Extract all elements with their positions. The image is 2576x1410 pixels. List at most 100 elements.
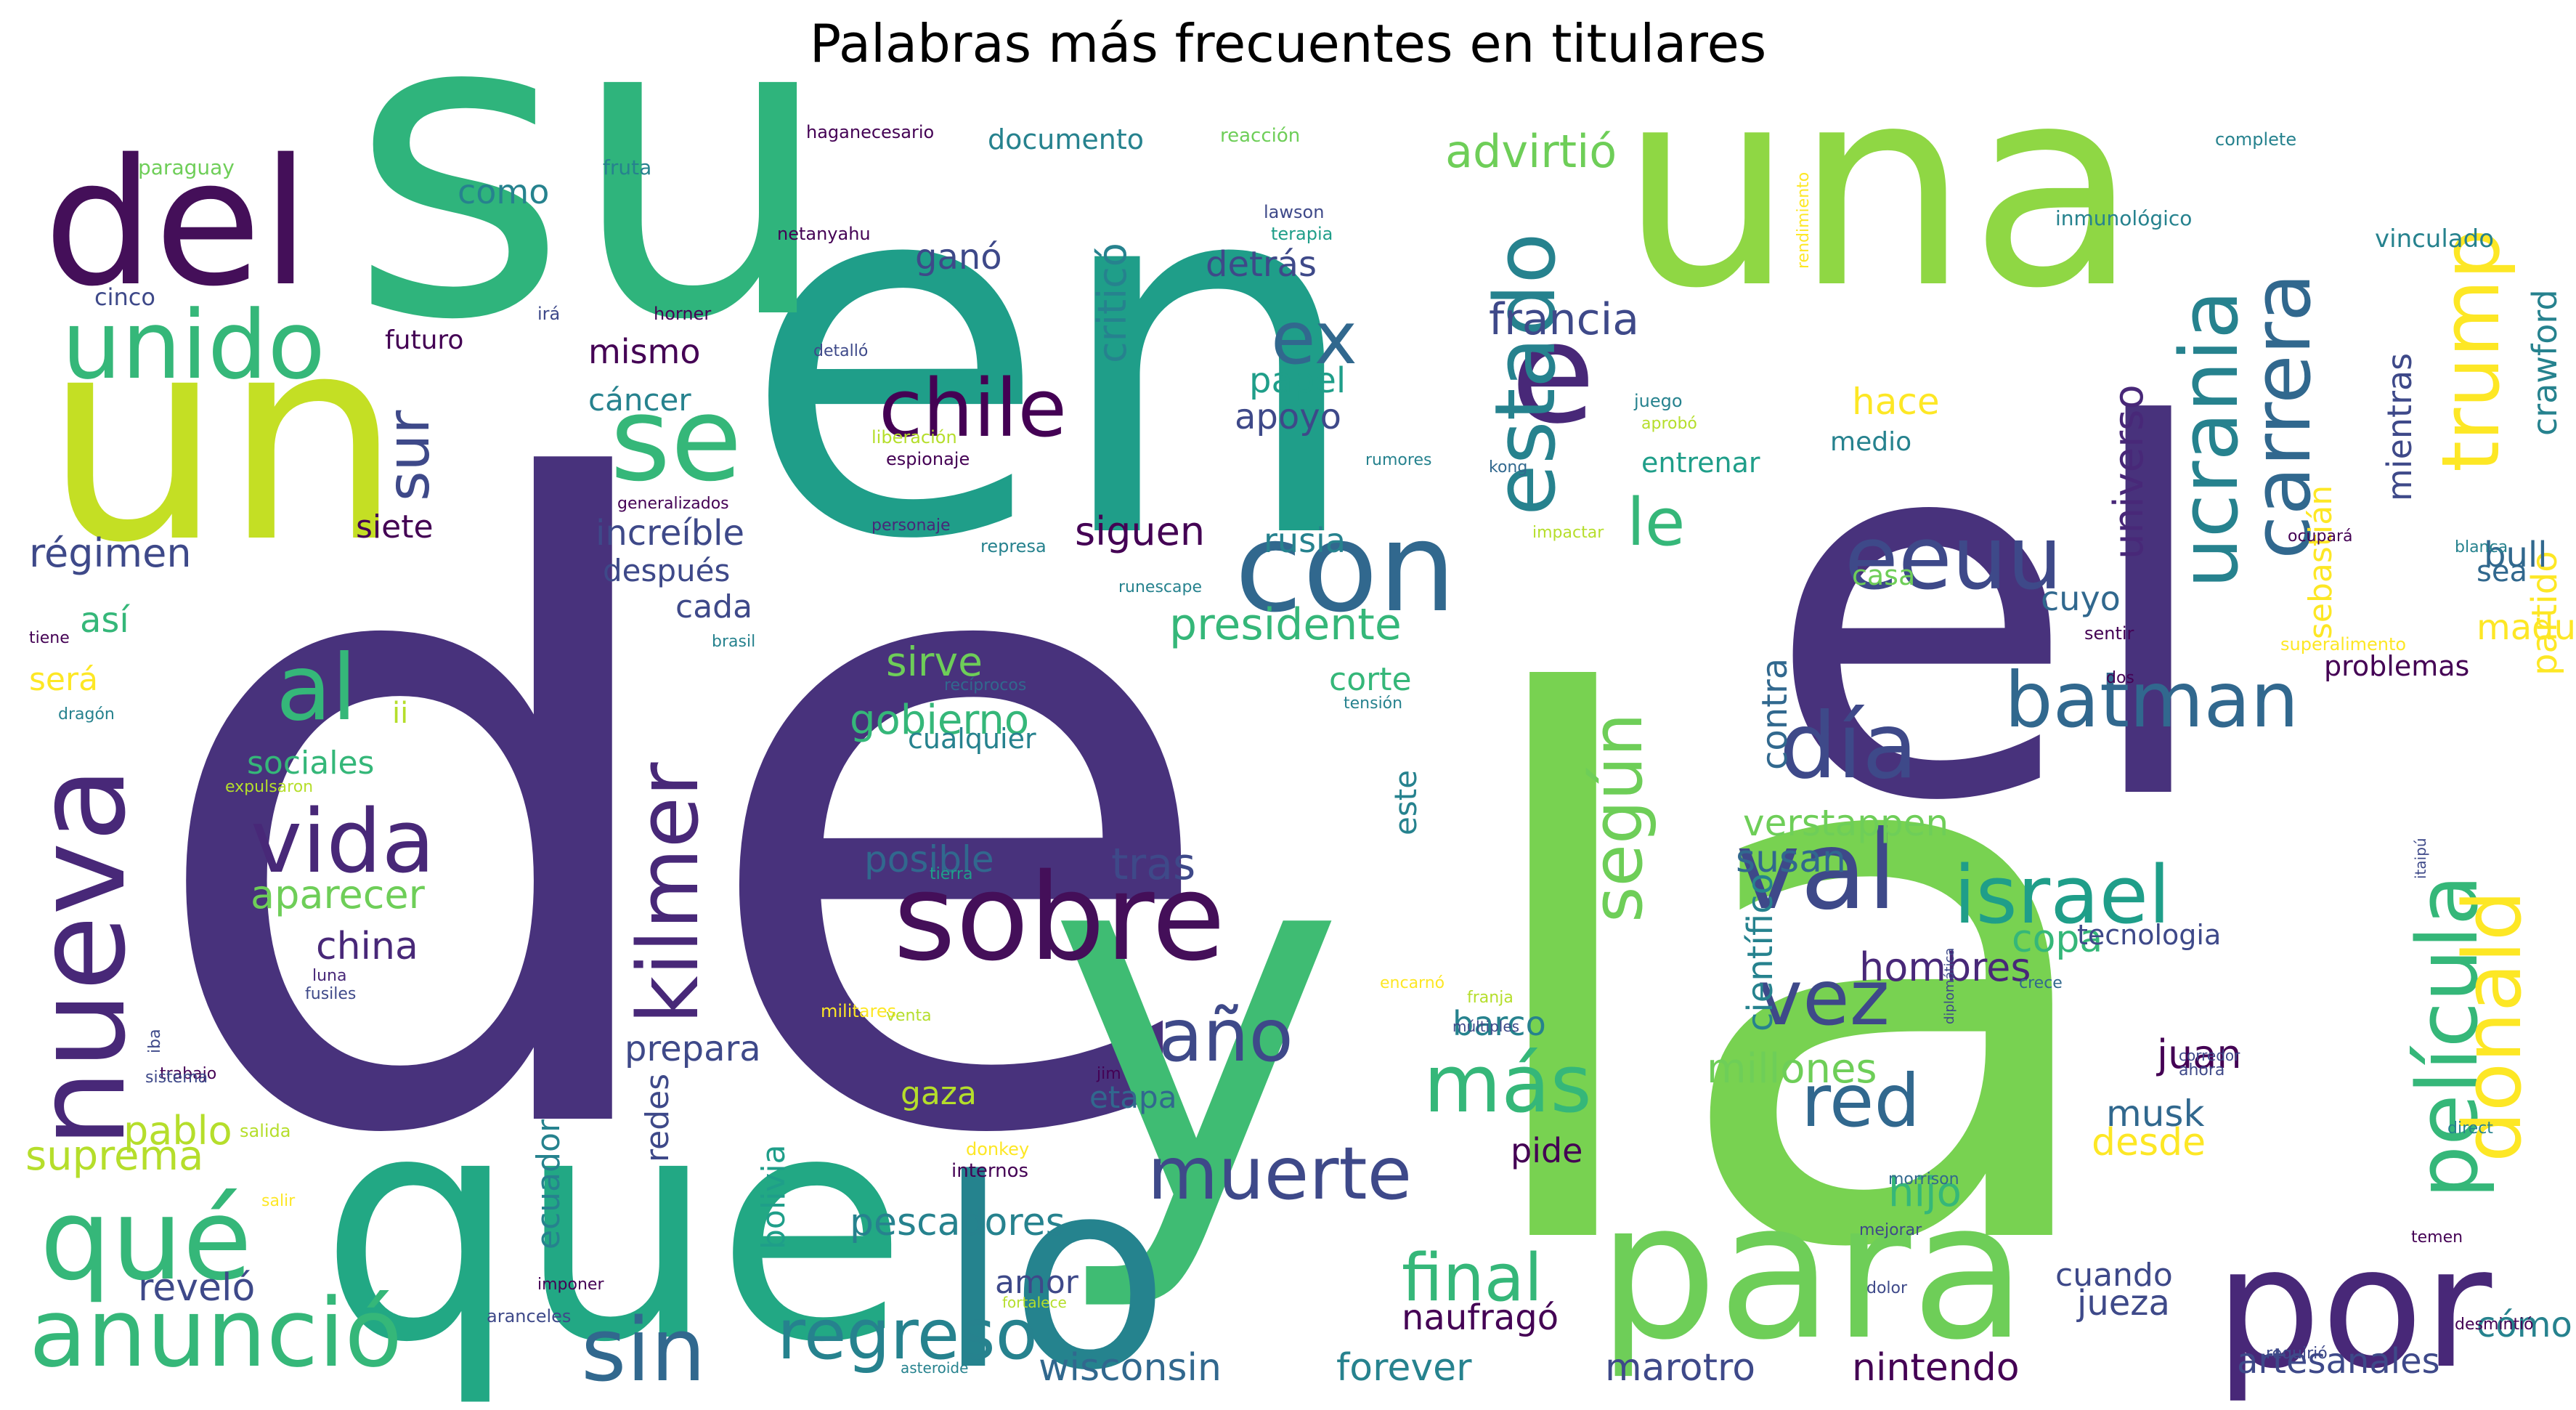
word-aparecer: aparecer — [251, 872, 426, 917]
word-sebastián: sebastián — [2302, 485, 2339, 639]
word-después: después — [603, 553, 730, 588]
word-naufragó: naufragó — [1402, 1297, 1559, 1338]
word-muerte: muerte — [1147, 1131, 1412, 1216]
word-día: día — [1779, 694, 1918, 799]
word-tecnologia: tecnologia — [2077, 919, 2221, 951]
word-horner: horner — [654, 304, 711, 324]
word-criticó: criticó — [1089, 243, 1135, 363]
word-del: del — [44, 121, 310, 325]
word-así: así — [80, 600, 130, 641]
word-salida: salida — [240, 1121, 291, 1141]
word-val: val — [1736, 808, 1897, 934]
word-este: este — [1388, 770, 1423, 835]
word-asteroide: asteroide — [901, 1359, 968, 1377]
word-etapa: etapa — [1089, 1079, 1177, 1115]
word-iba: iba — [146, 1029, 164, 1053]
word-gobierno: gobierno — [850, 697, 1029, 744]
word-vida: vida — [251, 792, 435, 893]
word-una: una — [1620, 27, 2139, 349]
word-rumores: rumores — [1365, 451, 1431, 469]
word-nueva: nueva — [9, 766, 153, 1148]
word-sobre: sobre — [893, 848, 1225, 987]
word-cómo: cómo — [2477, 1305, 2572, 1345]
word-susan: susan — [1736, 838, 1846, 881]
word-posible: posible — [864, 838, 994, 880]
word-casa: casa — [1852, 559, 1915, 591]
word-luna: luna — [312, 967, 346, 985]
word-universo: universo — [2105, 384, 2153, 559]
word-juego: juego — [1633, 391, 1683, 411]
word-que: que — [320, 1048, 908, 1410]
word-película: película — [2400, 875, 2497, 1199]
word-china: china — [316, 925, 418, 968]
word-complete: complete — [2215, 129, 2296, 150]
word-múltiples: múltiples — [1452, 1018, 1519, 1035]
word-estado: estado — [1477, 232, 1575, 516]
word-itaipú: itaipú — [2412, 838, 2429, 879]
word-documento: documento — [988, 123, 1144, 155]
word-aprobó: aprobó — [1641, 415, 1697, 433]
word-donkey: donkey — [966, 1139, 1029, 1159]
word-israel: israel — [1954, 848, 2171, 941]
word-suprema: suprema — [25, 1133, 203, 1180]
word-ocupará: ocupará — [2288, 527, 2352, 546]
word-sea: sea — [2477, 555, 2527, 588]
word-y: y — [1046, 727, 1346, 1319]
word-venta: venta — [886, 1007, 932, 1025]
word-brasil: brasil — [712, 633, 755, 651]
word-reveló: reveló — [138, 1266, 255, 1310]
word-papel: papel — [1249, 360, 1346, 401]
word-ecuador: ecuador — [530, 1119, 567, 1249]
word-tiene: tiene — [29, 629, 70, 647]
word-cuyo: cuyo — [2041, 579, 2121, 618]
word-irá: irá — [537, 304, 560, 324]
word-lo: lo — [937, 1123, 1169, 1410]
word-copa: copa — [2012, 917, 2102, 961]
word-nintendo: nintendo — [1852, 1346, 2020, 1390]
word-temen: temen — [2411, 1228, 2463, 1247]
word-expulsaron: expulsaron — [225, 778, 313, 796]
word-sentir: sentir — [2084, 623, 2134, 644]
word-el: el — [1765, 320, 2219, 912]
word-desmintió: desmintió — [2455, 1316, 2534, 1334]
word-futuro: futuro — [385, 325, 463, 355]
word-se: se — [610, 371, 742, 507]
word-blanca: blanca — [2455, 538, 2508, 556]
word-dolor: dolor — [1866, 1279, 1908, 1297]
word-advirtió: advirtió — [1445, 125, 1617, 178]
word-bolivia: bolivia — [755, 1144, 792, 1249]
word-pide: pide — [1511, 1131, 1582, 1170]
word-detrás: detrás — [1206, 244, 1317, 285]
word-amor: amor — [995, 1264, 1079, 1301]
word-contra: contra — [1755, 658, 1795, 770]
word-siete: siete — [356, 509, 434, 546]
word-hijo: hijo — [1888, 1169, 1962, 1216]
word-superalimento: superalimento — [2280, 634, 2406, 655]
word-año: año — [1158, 993, 1293, 1078]
word-forever: forever — [1336, 1346, 1472, 1390]
word-millones: millones — [1707, 1045, 1877, 1093]
word-según: según — [1578, 713, 1658, 923]
word-crece: crece — [2019, 974, 2063, 992]
word-corredor: corredor — [2179, 1047, 2240, 1064]
word-barco: barco — [1452, 1004, 1546, 1043]
word-ucrania: ucrania — [2163, 290, 2256, 588]
word-kong: kong — [1489, 458, 1527, 477]
word-franja: franja — [1467, 989, 1513, 1007]
word-partido: partido — [2524, 551, 2565, 676]
word-gaza: gaza — [901, 1075, 977, 1112]
word-apoyo: apoyo — [1235, 397, 1341, 437]
word-pescadores: pescadores — [850, 1201, 1065, 1244]
word-en: en — [741, 65, 1367, 649]
word-internos: internos — [951, 1160, 1028, 1182]
word-terapia: terapia — [1271, 224, 1333, 244]
word-ganó: ganó — [915, 237, 1002, 277]
word-tras: tras — [1111, 839, 1195, 890]
word-aranceles: aranceles — [487, 1306, 571, 1326]
word-la: la — [1460, 547, 2119, 1410]
word-mejorar: mejorar — [1859, 1221, 1922, 1239]
word-carrera: carrera — [2235, 273, 2328, 559]
word-imponer: imponer — [537, 1276, 604, 1294]
word-vez: vez — [1758, 954, 1890, 1042]
